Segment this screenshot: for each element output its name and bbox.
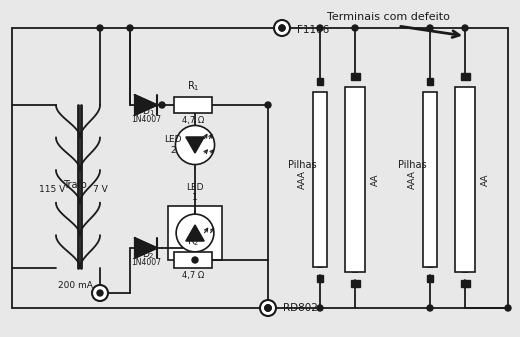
- Text: AAA: AAA: [297, 171, 306, 189]
- Text: Pilhas: Pilhas: [288, 160, 317, 170]
- Circle shape: [427, 25, 433, 31]
- Circle shape: [265, 305, 271, 311]
- Text: 4,7 Ω: 4,7 Ω: [182, 116, 204, 125]
- Polygon shape: [186, 137, 204, 153]
- Bar: [345, 87, 365, 272]
- Bar: [313, 92, 327, 267]
- Text: +: +: [426, 77, 434, 87]
- Text: −: −: [351, 268, 359, 278]
- Text: LED
1: LED 1: [186, 183, 204, 202]
- Circle shape: [352, 25, 358, 31]
- Circle shape: [159, 102, 165, 108]
- Circle shape: [265, 305, 271, 311]
- Bar: [174, 252, 212, 268]
- Text: 1: 1: [149, 110, 153, 116]
- Circle shape: [265, 305, 271, 311]
- Text: R$_1$: R$_1$: [187, 79, 199, 93]
- Bar: [350, 280, 359, 287]
- Text: LED
2: LED 2: [164, 135, 182, 155]
- Circle shape: [317, 25, 323, 31]
- Text: −: −: [426, 263, 434, 273]
- Text: Pilhas: Pilhas: [398, 160, 426, 170]
- Circle shape: [279, 25, 285, 31]
- Text: RD802: RD802: [283, 303, 318, 313]
- Circle shape: [92, 285, 108, 301]
- Text: −: −: [461, 268, 469, 278]
- Bar: [461, 73, 470, 80]
- Polygon shape: [135, 238, 157, 258]
- Circle shape: [265, 305, 271, 311]
- Text: 200 mA: 200 mA: [58, 280, 93, 289]
- Text: F1106: F1106: [297, 25, 329, 35]
- Text: 1N4007: 1N4007: [131, 115, 161, 124]
- Text: +: +: [316, 77, 324, 87]
- Polygon shape: [135, 95, 157, 115]
- Polygon shape: [186, 225, 204, 241]
- Text: D: D: [142, 250, 149, 259]
- Text: +: +: [351, 72, 359, 82]
- Bar: [423, 92, 437, 267]
- Text: AAA: AAA: [408, 171, 417, 189]
- Circle shape: [279, 25, 285, 31]
- Text: 1N4007: 1N4007: [131, 258, 161, 267]
- Circle shape: [317, 305, 323, 311]
- Circle shape: [427, 305, 433, 311]
- Text: R$_2$: R$_2$: [187, 234, 199, 248]
- Circle shape: [97, 290, 103, 296]
- Text: AA: AA: [480, 174, 489, 186]
- Text: 4,7 Ω: 4,7 Ω: [182, 271, 204, 280]
- Circle shape: [192, 257, 198, 263]
- Bar: [461, 280, 470, 287]
- Bar: [427, 78, 433, 85]
- Circle shape: [175, 125, 215, 164]
- Text: 115 V: 115 V: [39, 185, 65, 194]
- Circle shape: [505, 305, 511, 311]
- Bar: [174, 97, 212, 113]
- Circle shape: [176, 214, 214, 252]
- Circle shape: [462, 25, 468, 31]
- Circle shape: [127, 25, 133, 31]
- Bar: [317, 78, 323, 85]
- Circle shape: [265, 102, 271, 108]
- Text: Terminais com defeito: Terminais com defeito: [327, 12, 449, 22]
- Circle shape: [274, 20, 290, 36]
- Text: 2: 2: [149, 253, 153, 259]
- Bar: [317, 275, 323, 282]
- Text: Trafo: Trafo: [63, 180, 87, 190]
- Text: D: D: [142, 107, 149, 116]
- Bar: [427, 275, 433, 282]
- Bar: [168, 206, 222, 260]
- Text: 7 V: 7 V: [93, 185, 107, 194]
- Bar: [350, 73, 359, 80]
- Text: −: −: [316, 263, 324, 273]
- Text: +: +: [461, 72, 469, 82]
- Text: AA: AA: [370, 174, 380, 186]
- Bar: [455, 87, 475, 272]
- Circle shape: [97, 25, 103, 31]
- Circle shape: [260, 300, 276, 316]
